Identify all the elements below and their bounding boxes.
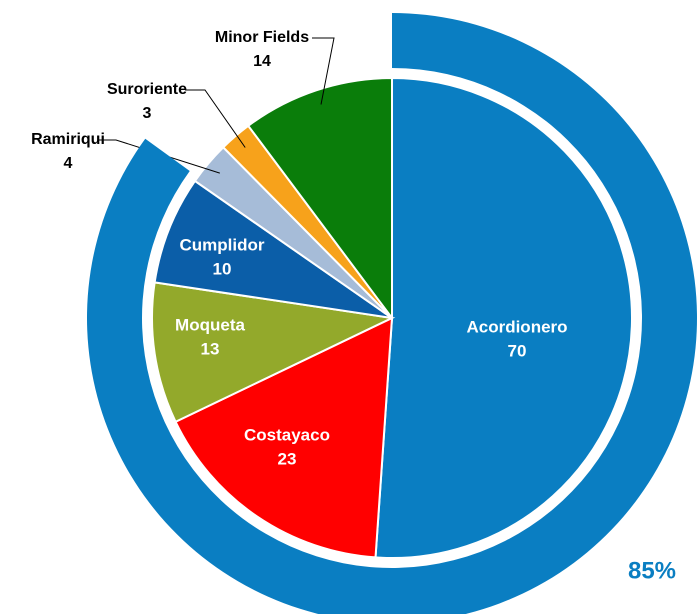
slice-value: 14 (253, 53, 271, 70)
slice-value: 23 (278, 449, 297, 468)
slice-name: Cumplidor (180, 235, 265, 254)
slice-value: 13 (201, 339, 220, 358)
slice-value: 70 (508, 341, 527, 360)
slice-name: Acordionero (466, 317, 567, 336)
ring-label: 85% (628, 557, 676, 584)
slice-name: Suroriente (107, 81, 187, 98)
pie-slice (374, 76, 633, 559)
slice-value: 10 (213, 259, 232, 278)
pie-slice (151, 281, 396, 424)
leader-line (185, 89, 246, 148)
pie-slice (153, 179, 393, 319)
leader-line (312, 37, 335, 105)
slice-name: Moqueta (175, 315, 245, 334)
slice-name: Minor Fields (215, 29, 309, 46)
slice-name: Ramiriqui (31, 131, 105, 148)
pie-slice (246, 76, 393, 322)
slice-value: 3 (143, 105, 152, 122)
slice-value: 4 (64, 155, 73, 172)
leader-line (98, 139, 220, 174)
pie-slice (174, 316, 394, 559)
slice-name: Costayaco (244, 425, 330, 444)
